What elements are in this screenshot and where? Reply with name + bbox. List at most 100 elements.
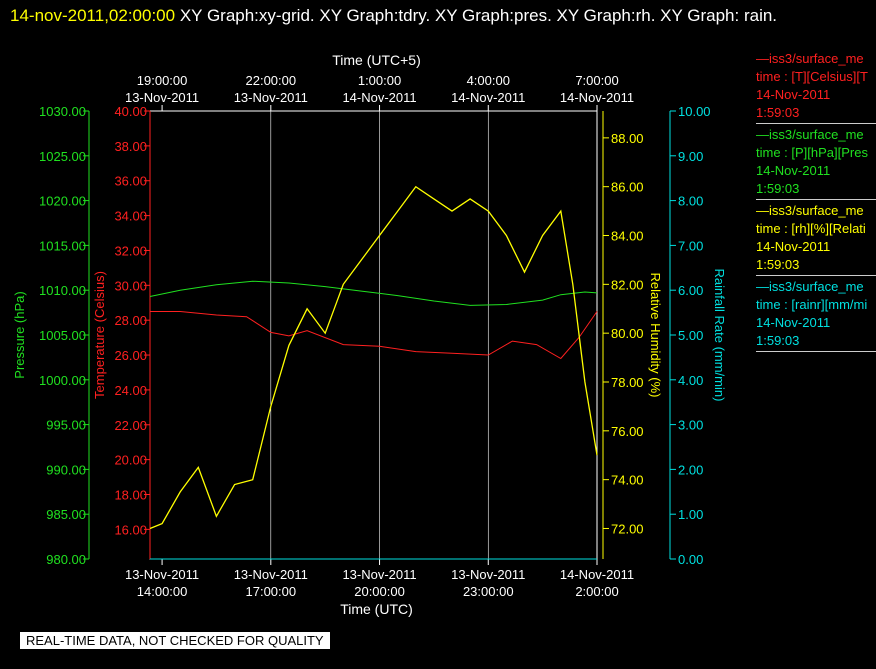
x-tick-label-top-time: 7:00:00	[575, 73, 618, 88]
legend-entry-line4: 1:59:03	[756, 181, 800, 196]
x-tick-label-top-time: 1:00:00	[358, 73, 401, 88]
y-tick-label-temperature: 16.00	[114, 522, 147, 537]
y-tick-label-temperature: 38.00	[114, 139, 147, 154]
legend-entry-line2: time : [T][Celsius][T	[756, 69, 868, 84]
x-tick-label-bottom-time: 20:00:00	[354, 584, 405, 599]
y-tick-label-humidity: 82.00	[611, 277, 644, 292]
y-tick-label-rain: 2.00	[678, 462, 703, 477]
series-line-pressure	[149, 280, 598, 306]
y-tick-label-humidity: 88.00	[611, 131, 644, 146]
y-tick-label-temperature: 28.00	[114, 313, 147, 328]
y-tick-label-humidity: 72.00	[611, 521, 644, 536]
x-tick-label-bottom-time: 17:00:00	[246, 584, 297, 599]
y-tick-label-humidity: 80.00	[611, 326, 644, 341]
y-tick-label-temperature: 26.00	[114, 348, 147, 363]
legend-entry-line3: 14-Nov-2011	[756, 163, 831, 178]
y-tick-label-temperature: 36.00	[114, 174, 147, 189]
y-tick-label-pressure: 1030.00	[39, 104, 86, 119]
legend-entry-line4: 1:59:03	[756, 257, 800, 272]
y-tick-label-pressure: 1005.00	[39, 328, 86, 343]
legend-entry-line4: 1:59:03	[756, 105, 800, 120]
y-tick-label-rain: 6.00	[678, 283, 703, 298]
x-tick-label-top-time: 19:00:00	[137, 73, 188, 88]
y-tick-label-temperature: 22.00	[114, 418, 147, 433]
legend-entry-line1: —iss3/surface_me	[756, 51, 864, 66]
x-tick-label-bottom-date: 13-Nov-2011	[451, 567, 525, 582]
y-tick-label-humidity: 84.00	[611, 229, 644, 244]
y-tick-label-rain: 8.00	[678, 194, 703, 209]
y-tick-label-rain: 5.00	[678, 328, 703, 343]
y-tick-label-pressure: 985.00	[46, 507, 86, 522]
y-tick-label-humidity: 76.00	[611, 424, 644, 439]
y-tick-label-rain: 3.00	[678, 418, 703, 433]
x-tick-label-bottom-time: 14:00:00	[137, 584, 188, 599]
y-tick-label-rain: 4.00	[678, 373, 703, 388]
y-axis-label-rain: Rainfall Rate (mm/min)	[712, 269, 727, 402]
series-line-humidity	[149, 185, 598, 530]
y-tick-label-pressure: 1010.00	[39, 283, 86, 298]
y-tick-label-pressure: 1015.00	[39, 238, 86, 253]
legend-entry-line3: 14-Nov-2011	[756, 87, 831, 102]
x-tick-label-bottom-time: 2:00:00	[575, 584, 618, 599]
x-tick-label-bottom-date: 14-Nov-2011	[560, 567, 634, 582]
x-tick-label-bottom-date: 13-Nov-2011	[342, 567, 416, 582]
x-axis-label-bottom: Time (UTC)	[340, 601, 413, 617]
y-tick-label-temperature: 20.00	[114, 453, 147, 468]
x-tick-label-top-date: 14-Nov-2011	[451, 90, 525, 105]
y-tick-label-rain: 0.00	[678, 552, 703, 567]
x-tick-label-bottom-time: 23:00:00	[463, 584, 514, 599]
y-axis-label-pressure: Pressure (hPa)	[12, 291, 27, 378]
y-tick-label-rain: 10.00	[678, 104, 711, 119]
x-tick-label-top-date: 13-Nov-2011	[234, 90, 308, 105]
y-tick-label-temperature: 40.00	[114, 104, 147, 119]
y-tick-label-temperature: 30.00	[114, 278, 147, 293]
legend-entry-line1: —iss3/surface_me	[756, 279, 864, 294]
series-line-temperature	[150, 311, 598, 360]
y-tick-label-temperature: 32.00	[114, 243, 147, 258]
y-axis-label-temperature: Temperature (Celsius)	[92, 271, 107, 399]
y-tick-label-rain: 1.00	[678, 507, 703, 522]
y-tick-label-pressure: 1000.00	[39, 373, 86, 388]
legend-entry-line1: —iss3/surface_me	[756, 127, 864, 142]
header-timestamp: 14-nov-2011,02:00:00	[10, 6, 176, 25]
plot-frame	[149, 110, 598, 560]
y-tick-label-humidity: 74.00	[611, 473, 644, 488]
legend-entry-line4: 1:59:03	[756, 333, 800, 348]
legend-entry-line2: time : [rainr][mm/mi	[756, 297, 868, 312]
y-tick-label-pressure: 990.00	[46, 462, 86, 477]
x-tick-label-bottom-date: 13-Nov-2011	[234, 567, 308, 582]
y-tick-label-pressure: 995.00	[46, 418, 86, 433]
y-tick-label-temperature: 34.00	[114, 209, 147, 224]
y-tick-label-temperature: 18.00	[114, 488, 147, 503]
header-graphs: XY Graph:xy-grid. XY Graph:tdry. XY Grap…	[179, 6, 778, 25]
legend-entry-line1: —iss3/surface_me	[756, 203, 864, 218]
y-tick-label-rain: 9.00	[678, 149, 703, 164]
y-tick-label-pressure: 980.00	[46, 552, 86, 567]
legend-entry-line2: time : [rh][%][Relati	[756, 221, 866, 236]
x-tick-label-top-time: 22:00:00	[246, 73, 297, 88]
x-tick-label-top-time: 4:00:00	[467, 73, 510, 88]
y-tick-label-pressure: 1020.00	[39, 194, 86, 209]
x-tick-label-top-date: 13-Nov-2011	[125, 90, 199, 105]
quality-notice: REAL-TIME DATA, NOT CHECKED FOR QUALITY	[20, 632, 330, 649]
legend-entry-line2: time : [P][hPa][Pres	[756, 145, 868, 160]
header-title: 14-nov-2011,02:00:00 XY Graph:xy-grid. X…	[10, 2, 860, 30]
x-tick-label-bottom-date: 13-Nov-2011	[125, 567, 199, 582]
y-tick-label-humidity: 86.00	[611, 180, 644, 195]
x-tick-label-top-date: 14-Nov-2011	[342, 90, 416, 105]
y-axis-label-humidity: Relative Humidity (%)	[648, 273, 663, 398]
y-tick-label-pressure: 1025.00	[39, 149, 86, 164]
y-tick-label-humidity: 78.00	[611, 375, 644, 390]
legend-entry-line3: 14-Nov-2011	[756, 315, 831, 330]
y-tick-label-temperature: 24.00	[114, 383, 147, 398]
y-tick-label-rain: 7.00	[678, 238, 703, 253]
x-tick-label-top-date: 14-Nov-2011	[560, 90, 634, 105]
x-axis-label-top: Time (UTC+5)	[332, 52, 421, 68]
legend: —iss3/surface_me time : [T][Celsius][T 14-…	[756, 50, 876, 354]
legend-entry-line3: 14-Nov-2011	[756, 239, 831, 254]
